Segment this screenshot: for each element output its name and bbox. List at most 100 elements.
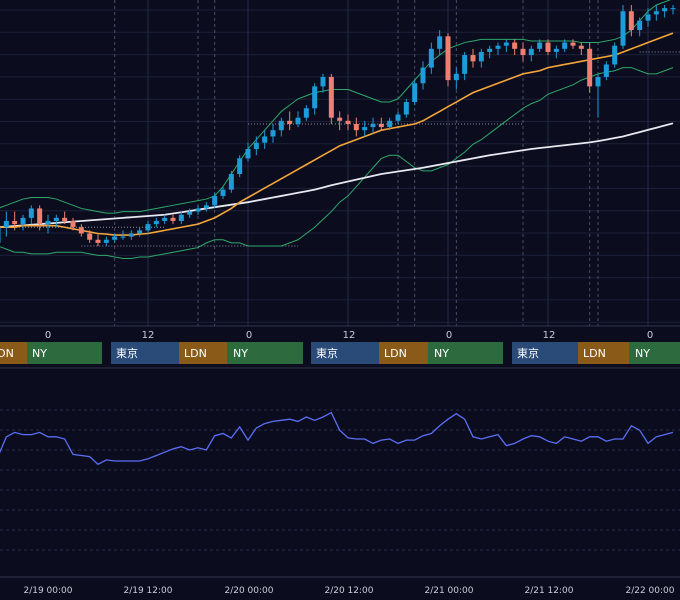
candle-body xyxy=(203,205,209,209)
price-grid xyxy=(0,9,680,323)
session-ldn-label: LDN xyxy=(184,347,207,360)
time-tick: 0 xyxy=(45,330,51,341)
date-tick: 2/20 00:00 xyxy=(224,586,273,596)
candle-body xyxy=(220,189,226,196)
candle-body xyxy=(537,42,543,49)
candle-body xyxy=(262,136,268,143)
candle-body xyxy=(428,48,434,68)
candle-body xyxy=(278,120,284,131)
session-ldn-label: LDN xyxy=(583,347,606,360)
session-tokyo-block xyxy=(512,342,578,364)
candle-body xyxy=(178,214,184,221)
candle-body xyxy=(245,148,251,159)
session-ny-label: NY xyxy=(32,347,47,360)
time-tick: 0 xyxy=(446,330,452,341)
candle-body xyxy=(587,48,593,87)
candle-body xyxy=(453,73,459,81)
price-time-axis: 0 12 0 12 0 12 0 xyxy=(45,330,653,341)
candle-body xyxy=(103,239,109,243)
candle-body xyxy=(153,220,159,225)
candle-body xyxy=(212,195,218,206)
candle-body xyxy=(187,211,193,215)
candle-body xyxy=(503,42,509,46)
candle-body xyxy=(337,117,343,121)
candle-body xyxy=(462,55,468,74)
candle-body xyxy=(228,174,234,190)
candle-body xyxy=(645,14,651,21)
session-ldn-block xyxy=(0,342,27,364)
oscillator-line xyxy=(0,411,674,466)
candle-body xyxy=(653,11,659,15)
session-ny-label: NY xyxy=(434,347,449,360)
candle-body xyxy=(28,208,34,218)
candle-body xyxy=(570,42,576,46)
candle-body xyxy=(420,67,426,84)
candle-body xyxy=(312,86,318,109)
candle-body xyxy=(270,130,276,137)
candle-body xyxy=(637,20,643,31)
candle-body xyxy=(528,48,534,56)
candle-body xyxy=(120,236,126,238)
candle-body xyxy=(670,8,676,10)
candle-body xyxy=(437,36,443,49)
candle-body xyxy=(162,217,168,221)
candle-body xyxy=(112,236,118,240)
candle-body xyxy=(445,36,451,81)
session-tokyo-label: 東京 xyxy=(316,346,338,360)
bollinger-mid-line xyxy=(0,32,674,236)
candle-body xyxy=(362,127,368,131)
candle-body xyxy=(45,220,51,225)
candle-body xyxy=(545,42,551,52)
candle-body xyxy=(295,117,301,124)
candle-body xyxy=(620,11,626,46)
candle-body xyxy=(628,11,634,31)
session-ny-label: NY xyxy=(233,347,248,360)
candle-body xyxy=(595,76,601,87)
date-tick: 2/22 00:00 xyxy=(625,586,674,596)
candle-body xyxy=(3,220,9,228)
candle-body xyxy=(512,42,518,49)
candle-body xyxy=(287,120,293,124)
candle-body xyxy=(495,45,501,49)
candle-body xyxy=(378,123,384,128)
session-ldn-block xyxy=(379,342,428,364)
candle-body xyxy=(95,239,101,243)
session-ldn-block xyxy=(578,342,629,364)
date-tick: 2/20 12:00 xyxy=(324,586,373,596)
candle-body xyxy=(0,227,1,243)
session-ldn-label: LDN xyxy=(0,347,14,360)
candle-body xyxy=(87,233,93,240)
time-tick: 12 xyxy=(343,330,356,341)
time-tick: 0 xyxy=(246,330,252,341)
candle-body xyxy=(53,217,59,221)
sma-long-line xyxy=(0,122,674,228)
candle-body xyxy=(403,102,409,115)
candle-body xyxy=(237,158,243,175)
date-tick: 2/19 00:00 xyxy=(23,586,72,596)
candle-body xyxy=(345,120,351,124)
date-tick: 2/21 00:00 xyxy=(424,586,473,596)
oscillator-grid xyxy=(0,409,680,551)
candle-body xyxy=(70,220,76,228)
candle-body xyxy=(387,120,393,128)
candle-body xyxy=(412,83,418,103)
bollinger-upper-line xyxy=(0,0,672,214)
date-tick: 2/21 12:00 xyxy=(524,586,573,596)
candle-body xyxy=(145,224,151,231)
candle-body xyxy=(12,220,18,225)
candle-body xyxy=(137,230,143,234)
candle-body xyxy=(603,64,609,77)
candle-body xyxy=(170,217,176,221)
session-tokyo-label: 東京 xyxy=(116,346,138,360)
candle-body xyxy=(487,48,493,52)
candle-body xyxy=(253,142,259,149)
session-ldn-block xyxy=(179,342,227,364)
date-tick: 2/19 12:00 xyxy=(123,586,172,596)
time-tick: 0 xyxy=(647,330,653,341)
candle-body xyxy=(78,227,84,234)
time-tick: 12 xyxy=(142,330,155,341)
candle-body xyxy=(20,217,26,225)
date-axis: 2/19 00:00 2/19 12:00 2/20 00:00 2/20 12… xyxy=(23,586,674,596)
candle-body xyxy=(578,45,584,49)
